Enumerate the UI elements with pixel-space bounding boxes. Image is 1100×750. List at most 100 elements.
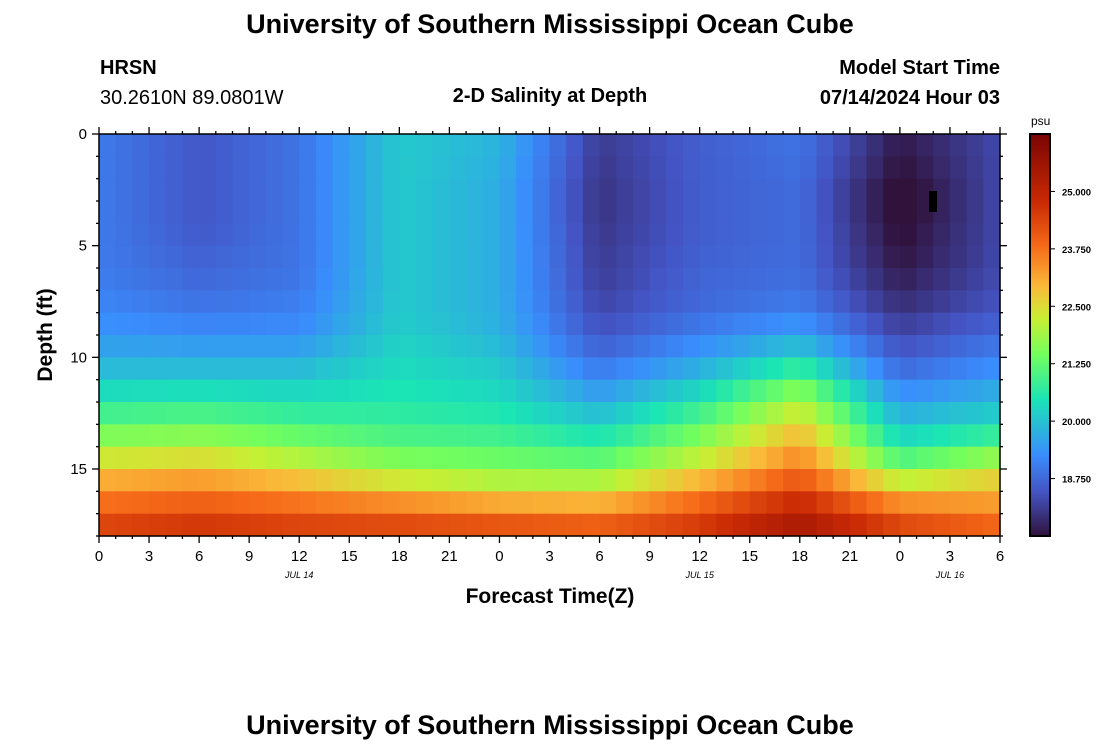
heatmap-cell xyxy=(599,379,617,403)
heatmap-cell xyxy=(349,469,367,492)
heatmap-cell xyxy=(816,335,834,358)
heatmap-cell xyxy=(916,402,934,425)
heatmap-cell xyxy=(649,469,667,492)
heatmap-cell xyxy=(632,156,651,180)
heatmap-cell xyxy=(365,357,384,381)
heatmap-cell xyxy=(682,134,701,157)
heatmap-cell xyxy=(332,290,350,314)
heatmap-cell xyxy=(632,201,651,224)
heatmap-cell xyxy=(299,223,317,247)
heatmap-cell xyxy=(399,201,417,224)
heatmap-cell xyxy=(399,513,417,537)
date-label: JUL 15 xyxy=(684,570,714,580)
heatmap-cell xyxy=(165,379,184,403)
heatmap-cell xyxy=(382,357,400,381)
heatmap-cell xyxy=(499,290,517,314)
x-tick-label: 15 xyxy=(341,548,358,565)
heatmap-cell xyxy=(632,424,651,448)
heatmap-cell xyxy=(699,312,717,336)
heatmap-cell xyxy=(365,335,384,358)
heatmap-cell xyxy=(949,290,968,314)
heatmap-cell xyxy=(582,268,601,291)
heatmap-cell xyxy=(749,513,768,537)
heatmap-cell xyxy=(332,134,350,157)
heatmap-cell xyxy=(282,201,300,224)
heatmap-cell xyxy=(916,156,934,180)
heatmap-cell xyxy=(232,268,250,291)
heatmap-cell xyxy=(132,469,150,492)
heatmap-cell xyxy=(482,446,501,470)
heatmap-cell xyxy=(315,201,334,224)
heatmap-cell xyxy=(666,268,684,291)
plot-title: 2-D Salinity at Depth xyxy=(452,85,648,107)
heatmap-cell xyxy=(616,223,634,247)
heatmap-cell xyxy=(332,201,350,224)
heatmap-cell xyxy=(315,357,334,381)
heatmap-cell xyxy=(399,245,417,269)
heatmap-cell xyxy=(816,513,834,537)
heatmap-cell xyxy=(466,312,484,336)
heatmap-cell xyxy=(649,491,667,515)
heatmap-cell xyxy=(466,513,484,537)
heatmap-cell xyxy=(466,491,484,515)
heatmap-cell xyxy=(866,513,884,537)
heatmap-cell xyxy=(983,379,1001,403)
heatmap-cell xyxy=(666,312,684,336)
heatmap-cell xyxy=(532,223,551,247)
heatmap-cell xyxy=(232,357,250,381)
heatmap-cell xyxy=(616,290,634,314)
heatmap-cell xyxy=(282,446,300,470)
heatmap-cell xyxy=(716,491,734,515)
heatmap-cell xyxy=(933,290,951,314)
heatmap-cell xyxy=(699,290,717,314)
heatmap-cell xyxy=(816,402,834,425)
heatmap-cell xyxy=(699,402,717,425)
heatmap-cell xyxy=(432,491,450,515)
heatmap-cell xyxy=(299,134,317,157)
heatmap-cell xyxy=(849,424,868,448)
heatmap-cell xyxy=(632,357,651,381)
heatmap-cell xyxy=(933,201,951,224)
heatmap-cell xyxy=(716,513,734,537)
heatmap-cell xyxy=(649,156,667,180)
heatmap-cell xyxy=(182,290,200,314)
heatmap-cell xyxy=(816,491,834,515)
heatmap-cell xyxy=(432,201,450,224)
heatmap-cell xyxy=(315,469,334,492)
heatmap-cell xyxy=(566,178,584,202)
heatmap-cell xyxy=(165,268,184,291)
heatmap-cell xyxy=(899,513,918,537)
heatmap-cell xyxy=(282,402,300,425)
heatmap-cell xyxy=(883,513,901,537)
heatmap-cell xyxy=(833,290,851,314)
heatmap-cell xyxy=(733,268,751,291)
heatmap-cell xyxy=(466,245,484,269)
heatmap-cell xyxy=(632,134,651,157)
heatmap-cell xyxy=(933,312,951,336)
heatmap-cell xyxy=(566,201,584,224)
heatmap-cell xyxy=(749,178,768,202)
heatmap-cell xyxy=(449,402,467,425)
heatmap-cell xyxy=(866,335,884,358)
heatmap-cell xyxy=(849,178,868,202)
heatmap-cell xyxy=(432,424,450,448)
heatmap-cell xyxy=(149,245,167,269)
heatmap-cell xyxy=(416,268,434,291)
heatmap-cell xyxy=(399,156,417,180)
heatmap-cell xyxy=(265,424,284,448)
heatmap-cell xyxy=(949,201,968,224)
heatmap-cell xyxy=(649,379,667,403)
heatmap-cell xyxy=(582,134,601,157)
heatmap-cell xyxy=(99,178,117,202)
heatmap-cell xyxy=(733,178,751,202)
heatmap-cell xyxy=(783,178,801,202)
heatmap-cell xyxy=(199,357,217,381)
heatmap-cell xyxy=(165,357,184,381)
heatmap-cell xyxy=(382,201,400,224)
heatmap-cell xyxy=(382,178,400,202)
heatmap-cell xyxy=(783,268,801,291)
heatmap-cell xyxy=(699,201,717,224)
heatmap-cell xyxy=(432,402,450,425)
heatmap-cell xyxy=(332,446,350,470)
heatmap-cell xyxy=(449,446,467,470)
